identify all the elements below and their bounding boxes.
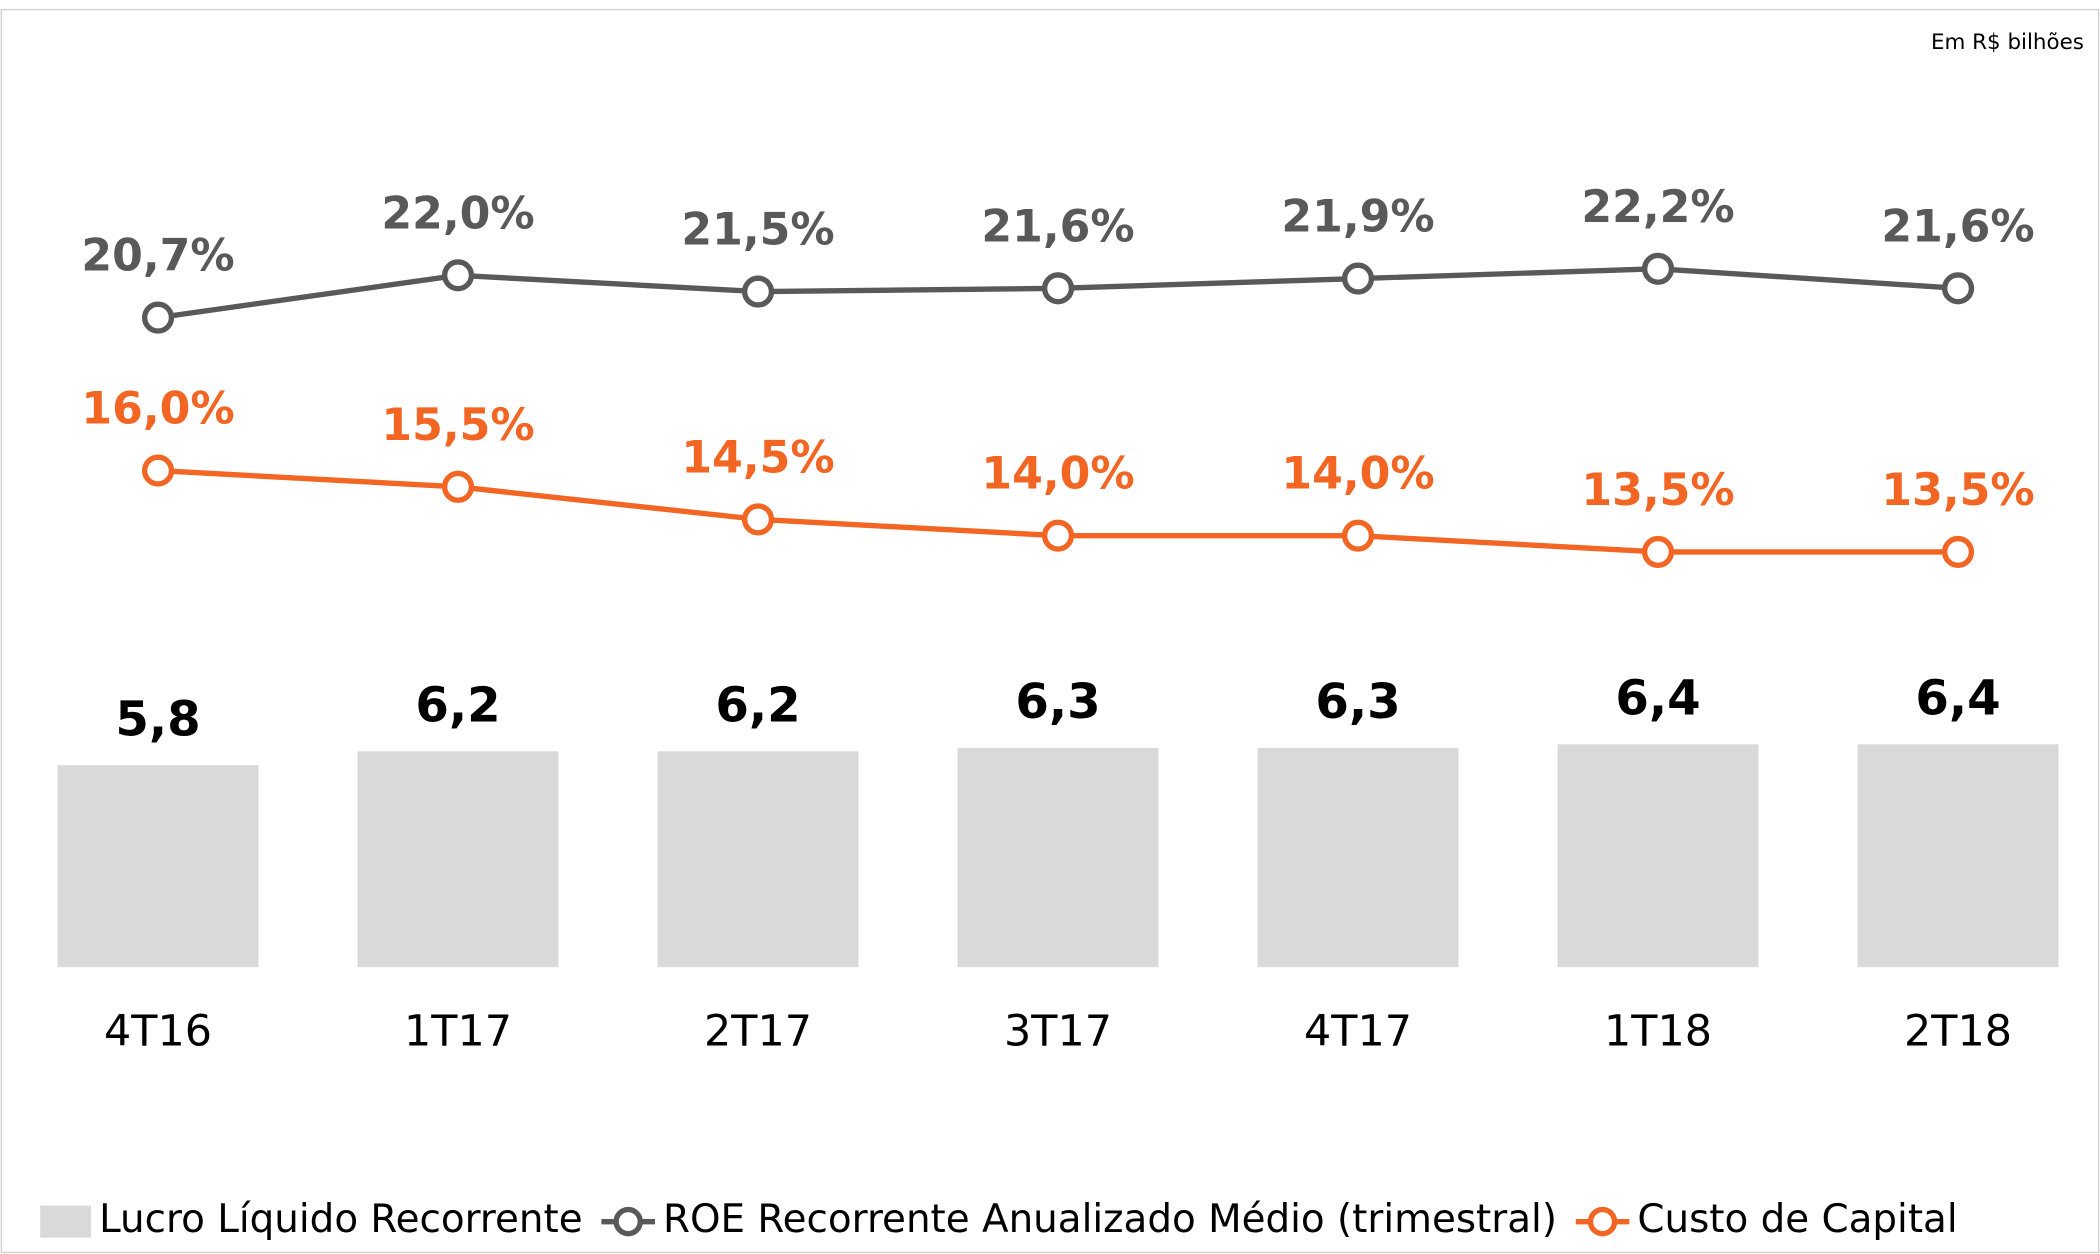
- x-tick-label: 2T18: [1904, 1007, 2012, 1057]
- line-value-label: 22,0%: [381, 188, 534, 239]
- x-tick-label: 1T18: [1604, 1007, 1712, 1057]
- x-tick-label: 2T17: [704, 1007, 812, 1057]
- legend-label: ROE Recorrente Anualizado Médio (trimest…: [663, 1197, 1557, 1242]
- legend-swatch: [1587, 1206, 1618, 1237]
- line-marker: [141, 454, 175, 487]
- line-marker: [1641, 252, 1675, 285]
- line-marker: [1941, 272, 1975, 305]
- line-value-label: 14,0%: [1281, 449, 1434, 500]
- line-value-label: 21,5%: [681, 205, 834, 256]
- line-marker: [1341, 519, 1375, 552]
- legend-label: Lucro Líquido Recorrente: [99, 1197, 583, 1242]
- bar: [1857, 744, 2059, 968]
- frame: [0, 8, 2100, 1254]
- bar-value-label: 6,3: [1315, 674, 1400, 730]
- line-marker: [741, 503, 775, 536]
- bar: [57, 765, 259, 968]
- bar: [957, 747, 1159, 968]
- line-marker: [1041, 519, 1075, 552]
- bar: [1257, 747, 1459, 968]
- x-tick-label: 1T17: [404, 1007, 512, 1057]
- line-marker: [1041, 272, 1075, 305]
- line-marker: [1341, 262, 1375, 295]
- line-value-label: 20,7%: [81, 231, 234, 282]
- line-value-label: 21,9%: [1281, 192, 1434, 243]
- line-marker: [441, 470, 475, 503]
- line-marker: [1641, 535, 1675, 569]
- line-marker: [441, 259, 475, 292]
- x-tick-label: 4T17: [1304, 1007, 1412, 1057]
- line-value-label: 14,0%: [981, 449, 1134, 500]
- line-value-label: 13,5%: [1881, 465, 2034, 516]
- line-marker: [741, 275, 775, 308]
- bar-value-label: 6,4: [1615, 670, 1700, 726]
- bar: [357, 751, 559, 968]
- bar-value-label: 5,8: [115, 691, 200, 747]
- legend-label: Custo de Capital: [1637, 1197, 1957, 1242]
- x-tick-label: 4T16: [104, 1007, 212, 1057]
- legend-swatch: [40, 1205, 92, 1238]
- legend-swatch: [613, 1206, 643, 1237]
- line-marker: [1941, 535, 1975, 569]
- bar-value-label: 6,4: [1915, 670, 2000, 726]
- bar-value-label: 6,3: [1015, 674, 1100, 730]
- bar: [1557, 744, 1759, 968]
- line-value-label: 13,5%: [1581, 465, 1734, 516]
- line-value-label: 14,5%: [681, 432, 834, 483]
- line-value-label: 15,5%: [381, 400, 534, 451]
- bar-value-label: 6,2: [715, 677, 800, 733]
- x-tick-label: 3T17: [1004, 1007, 1112, 1057]
- line-value-label: 21,6%: [1881, 201, 2034, 252]
- line-value-label: 21,6%: [981, 201, 1134, 252]
- bar-value-label: 6,2: [415, 677, 500, 733]
- line-value-label: 16,0%: [81, 384, 234, 435]
- line-marker: [141, 301, 175, 334]
- subtitle: Em R$ bilhões: [1931, 30, 2084, 55]
- line-value-label: 22,2%: [1581, 182, 1734, 233]
- bar: [657, 751, 859, 968]
